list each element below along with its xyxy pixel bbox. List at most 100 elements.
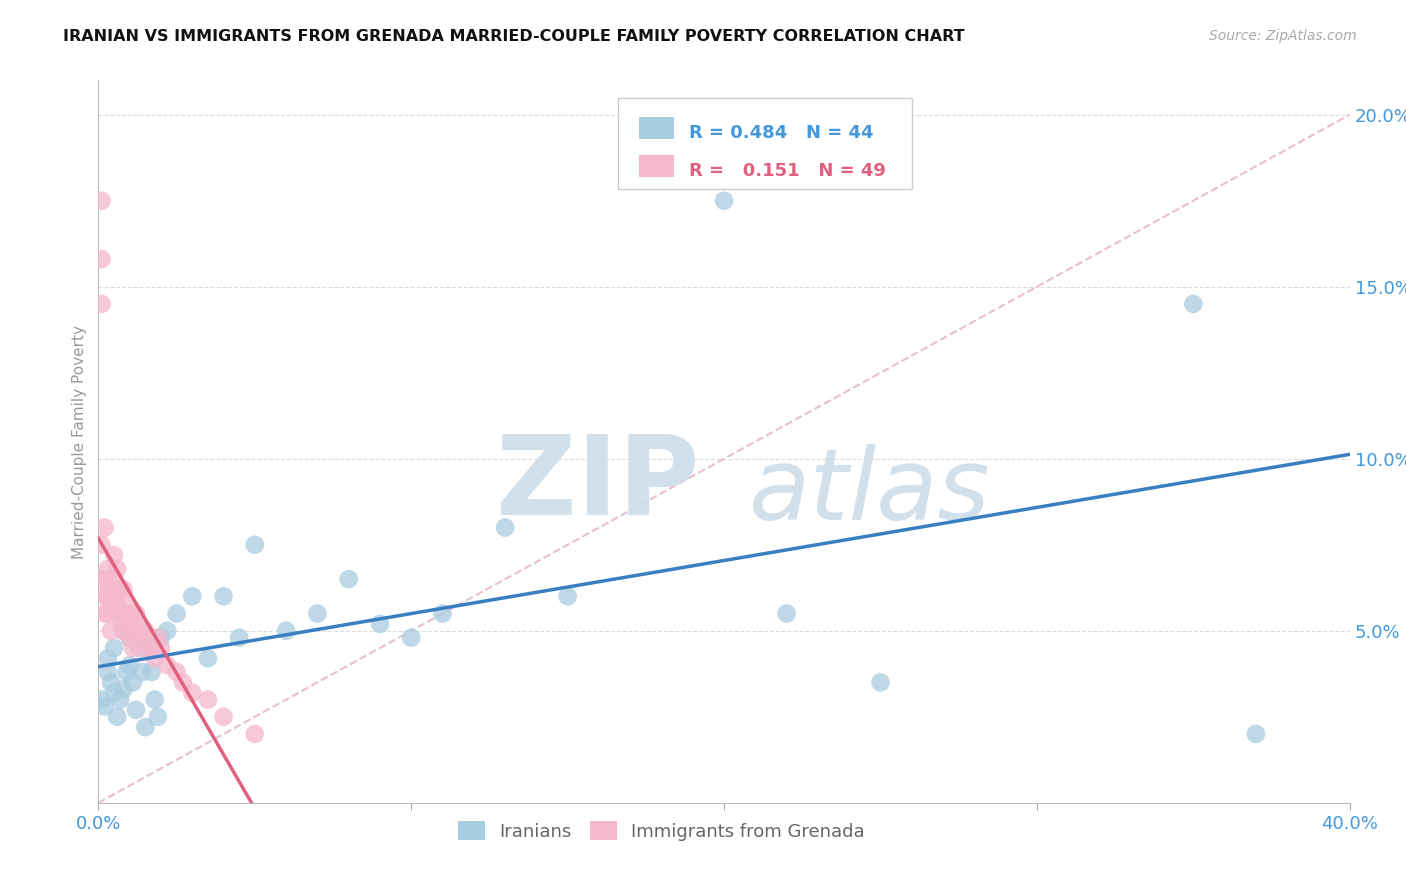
Point (118, 658, 141, 673)
Point (138, 631, 160, 645)
Point (713, 194, 735, 208)
Point (228, 631, 250, 645)
Point (134, 624, 156, 638)
Point (103, 548, 125, 562)
Point (197, 692, 219, 706)
Point (90, 194, 112, 208)
Point (90, 692, 112, 706)
Point (100, 624, 122, 638)
Point (103, 686, 125, 700)
Legend: Iranians, Immigrants from Grenada: Iranians, Immigrants from Grenada (451, 814, 872, 848)
Point (112, 682, 135, 697)
Point (118, 631, 141, 645)
Point (112, 607, 135, 621)
Point (105, 582, 128, 597)
Point (93, 520, 115, 534)
Text: Source: ZipAtlas.com: Source: ZipAtlas.com (1209, 29, 1357, 43)
Point (118, 631, 141, 645)
Point (141, 640, 163, 655)
Point (112, 582, 135, 597)
Point (181, 686, 204, 700)
Point (150, 640, 173, 655)
Point (172, 675, 194, 690)
Point (401, 631, 423, 645)
Point (243, 538, 266, 552)
Point (97, 651, 120, 665)
Point (112, 624, 135, 638)
Point (100, 596, 122, 610)
Point (103, 640, 125, 655)
Text: atlas: atlas (749, 443, 991, 541)
Point (432, 607, 454, 621)
Point (115, 596, 138, 610)
Point (103, 590, 125, 604)
Y-axis label: Married-Couple Family Poverty: Married-Couple Family Poverty (72, 325, 87, 558)
Point (97, 665, 120, 679)
Point (166, 665, 188, 679)
Point (110, 692, 132, 706)
Point (274, 624, 298, 638)
Text: ZIP: ZIP (496, 432, 699, 539)
Text: R =   0.151   N = 49: R = 0.151 N = 49 (689, 162, 886, 180)
Point (100, 675, 122, 690)
Point (90, 252, 112, 267)
Point (128, 640, 150, 655)
Point (557, 590, 579, 604)
Point (143, 692, 166, 706)
Point (125, 607, 148, 621)
Point (90, 297, 112, 311)
Point (105, 562, 128, 576)
Point (141, 665, 163, 679)
Point (103, 572, 125, 586)
Point (105, 596, 128, 610)
Point (93, 572, 115, 586)
Point (97, 590, 120, 604)
Point (146, 710, 169, 724)
Point (90, 572, 112, 586)
Point (112, 624, 135, 638)
Point (1182, 297, 1205, 311)
Point (1244, 727, 1267, 741)
Point (97, 607, 120, 621)
Text: R = 0.484   N = 44: R = 0.484 N = 44 (689, 124, 873, 142)
Point (128, 631, 150, 645)
Point (128, 616, 150, 631)
Point (146, 631, 169, 645)
Point (110, 607, 132, 621)
Point (212, 710, 235, 724)
Point (143, 651, 166, 665)
Point (337, 572, 360, 586)
Point (307, 607, 329, 621)
Point (125, 703, 148, 717)
Text: IRANIAN VS IMMIGRANTS FROM GRENADA MARRIED-COUPLE FAMILY POVERTY CORRELATION CHA: IRANIAN VS IMMIGRANTS FROM GRENADA MARRI… (63, 29, 965, 44)
Bar (638, 155, 673, 177)
Point (243, 727, 266, 741)
Bar (638, 117, 673, 138)
Point (97, 562, 120, 576)
Point (131, 665, 153, 679)
Point (110, 616, 132, 631)
FancyBboxPatch shape (617, 98, 911, 189)
Point (115, 665, 138, 679)
Point (869, 675, 891, 690)
Point (166, 607, 188, 621)
Point (181, 590, 204, 604)
Point (115, 616, 138, 631)
Point (212, 590, 235, 604)
Point (121, 624, 143, 638)
Point (93, 699, 115, 714)
Point (93, 590, 115, 604)
Point (90, 538, 112, 552)
Point (138, 640, 160, 655)
Point (131, 640, 153, 655)
Point (105, 710, 128, 724)
Point (156, 658, 179, 673)
Point (134, 720, 156, 734)
Point (368, 616, 391, 631)
Point (93, 607, 115, 621)
Point (197, 651, 219, 665)
Point (776, 607, 799, 621)
Point (110, 582, 132, 597)
Point (121, 640, 143, 655)
Point (121, 675, 143, 690)
